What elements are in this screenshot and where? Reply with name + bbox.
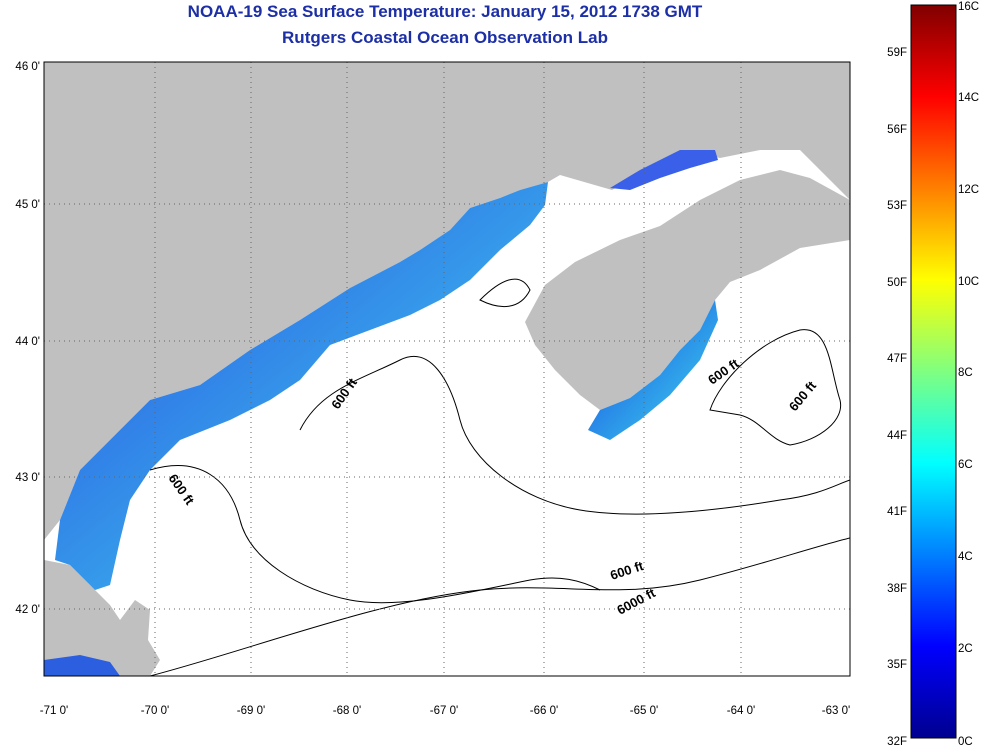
lon-tick-label: -63 0' (822, 705, 850, 717)
sst-swath-ns (588, 300, 718, 440)
contour-georges (479, 278, 531, 308)
lat-tick-label: 44 0' (15, 336, 40, 348)
sst-swath-maine (55, 182, 548, 590)
map-area (44, 62, 850, 676)
lon-tick-label: -64 0' (727, 705, 755, 717)
colorbar-fahrenheit-label: 53F (887, 200, 907, 212)
colorbar-fahrenheit-label: 44F (887, 430, 907, 442)
colorbar-celsius-label: 2C (958, 643, 973, 655)
colorbar-fahrenheit-label: 59F (887, 47, 907, 59)
colorbar-celsius-label: 12C (958, 184, 979, 196)
colorbar-fahrenheit-label: 47F (887, 353, 907, 365)
colorbar (910, 4, 957, 739)
lon-tick-label: -70 0' (141, 705, 169, 717)
colorbar-celsius-label: 10C (958, 276, 979, 288)
lat-tick-label: 46 0' (15, 61, 40, 73)
colorbar-celsius-label: 8C (958, 367, 973, 379)
lat-tick-label: 42 0' (15, 604, 40, 616)
colorbar-fahrenheit-label: 50F (887, 277, 907, 289)
contour-600-central (299, 356, 850, 515)
lon-tick-label: -66 0' (530, 705, 558, 717)
colorbar-fahrenheit-label: 56F (887, 124, 907, 136)
colorbar-celsius-label: 14C (958, 92, 979, 104)
colorbar-fahrenheit-label: 32F (887, 736, 907, 748)
contour-600-west (149, 465, 601, 604)
land-nova-scotia (525, 170, 850, 410)
lat-tick-label: 43 0' (15, 472, 40, 484)
map-title: NOAA-19 Sea Surface Temperature: January… (187, 2, 703, 21)
colorbar-celsius-label: 0C (958, 736, 973, 748)
colorbar-celsius-label: 4C (958, 551, 973, 563)
colorbar-celsius-label: 16C (958, 1, 979, 13)
lon-tick-label: -71 0' (40, 705, 68, 717)
map-frame (43, 61, 851, 677)
sst-swath-bay (610, 150, 718, 190)
lon-tick-label: -68 0' (333, 705, 361, 717)
land-maine (44, 62, 850, 540)
colorbar-fahrenheit-label: 41F (887, 506, 907, 518)
contour-600-east (709, 329, 842, 446)
land-cape-cod (44, 560, 160, 676)
contour-6000 (149, 537, 850, 676)
colorbar-celsius-label: 6C (958, 459, 973, 471)
lon-tick-label: -65 0' (630, 705, 658, 717)
lon-tick-label: -69 0' (237, 705, 265, 717)
lat-tick-label: 45 0' (15, 199, 40, 211)
colorbar-fahrenheit-label: 38F (887, 583, 907, 595)
colorbar-fahrenheit-label: 35F (887, 659, 907, 671)
lon-tick-label: -67 0' (430, 705, 458, 717)
map-subtitle: Rutgers Coastal Ocean Observation Lab (282, 28, 608, 47)
sst-swath-south (44, 655, 120, 676)
